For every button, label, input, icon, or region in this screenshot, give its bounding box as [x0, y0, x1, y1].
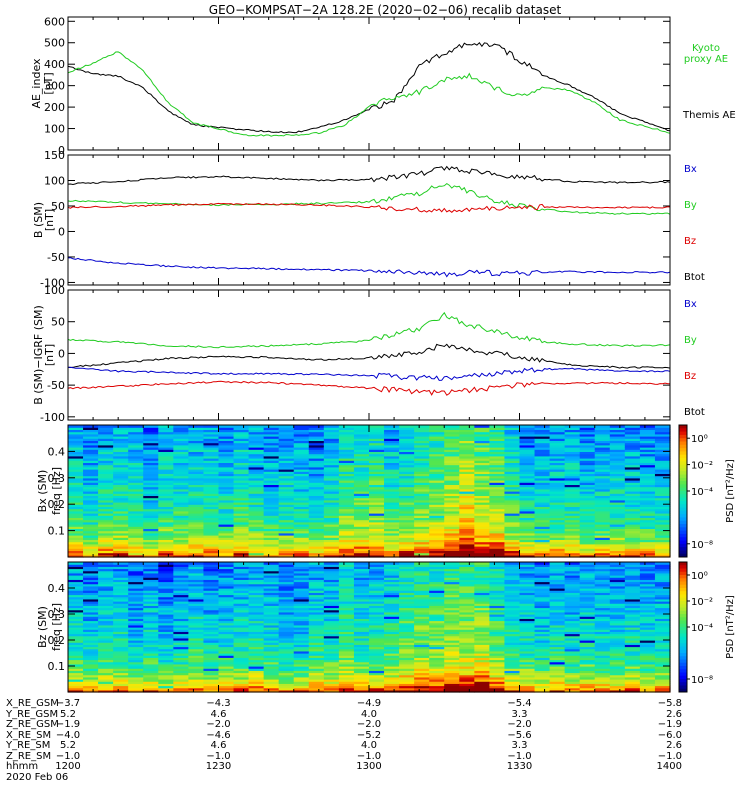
colorbar-cell: [679, 508, 687, 512]
y-tick-label: 500: [44, 37, 65, 50]
colorbar-cell: [679, 494, 687, 498]
legend-label: Bz: [684, 371, 696, 382]
colorbar-cell: [679, 534, 687, 538]
colorbar-cell: [679, 514, 687, 518]
colorbar-cell: [679, 435, 687, 439]
colorbar-cell: [679, 425, 687, 429]
colorbar-cell: [679, 461, 687, 465]
colorbar-cell: [679, 504, 687, 508]
y-tick-label: 50: [51, 316, 65, 329]
y-tick-label: 0: [58, 347, 65, 360]
y-tick-label: 0: [58, 225, 65, 238]
y-tick-label: -100: [40, 411, 65, 424]
colorbar-cell: [679, 438, 687, 442]
colorbar-cell: [679, 524, 687, 528]
colorbar-cell: [679, 432, 687, 436]
y-tick-label: 100: [44, 123, 65, 136]
colorbar-cell: [679, 547, 687, 551]
colorbar-cell: [679, 544, 687, 548]
colorbar-label: PSD [nT²/Hz]: [725, 459, 736, 523]
spectrogram-cells: [68, 562, 671, 693]
colorbar-cell: [679, 481, 687, 485]
colorbar-cell: [679, 527, 687, 531]
y-tick-label: 0.4: [48, 445, 66, 458]
y-tick-label: 600: [44, 15, 65, 28]
legend-label: By: [684, 200, 697, 211]
colorbar-cell: [679, 465, 687, 469]
colorbar-cell: [679, 501, 687, 505]
y-axis-label: [nT]: [42, 72, 55, 94]
legend-label: By: [684, 335, 697, 346]
colorbar-cell: [679, 445, 687, 449]
y-tick-label: -50: [47, 379, 65, 392]
colorbar-cell: [679, 498, 687, 502]
colorbar-cell: [679, 451, 687, 455]
y-axis-label: [nT]: [43, 209, 56, 231]
colorbar-cell: [679, 537, 687, 541]
colorbar-cell: [679, 471, 687, 475]
y-tick-label: 150: [44, 149, 65, 162]
legend-label: Bz: [684, 236, 696, 247]
legend-label: Bx: [684, 299, 697, 310]
y-axis-label: freq [Hz]: [50, 467, 63, 515]
colorbar-cell: [679, 491, 687, 495]
legend-label: Bx: [684, 164, 697, 175]
y-tick-label: 0.1: [48, 525, 66, 538]
colorbar-tick-label: 10⁰: [691, 434, 708, 445]
colorbar-cell: [679, 458, 687, 462]
colorbar-cell: [679, 531, 687, 535]
colorbar-cell: [679, 550, 687, 554]
legend-label: Btot: [684, 272, 705, 283]
y-tick-label: 200: [44, 101, 65, 114]
colorbar-cell: [679, 448, 687, 452]
y-axis-label: [nT]: [43, 344, 56, 366]
colorbar-cell: [679, 517, 687, 521]
colorbar-cell: [679, 455, 687, 459]
colorbar-cell: [679, 478, 687, 482]
legend-label: Btot: [684, 407, 705, 418]
colorbar-cell: [679, 468, 687, 472]
y-tick-label: 100: [44, 174, 65, 187]
colorbar-tick-label: 10⁻⁸: [691, 540, 713, 551]
colorbar-tick-label: 10⁻⁴: [691, 487, 713, 498]
colorbar-cell: [679, 488, 687, 492]
colorbar-cell: [679, 541, 687, 545]
plot-area: [68, 17, 670, 150]
y-axis-label: Bx (SM): [36, 470, 49, 513]
colorbar-cell: [679, 428, 687, 432]
colorbar-cell: [679, 521, 687, 525]
legend-label: proxy AE: [684, 54, 728, 65]
legend-label: Kyoto: [692, 43, 720, 54]
colorbar-tick-label: 10⁻²: [691, 461, 713, 472]
colorbar-cell: [679, 475, 687, 479]
spectrogram-cells: [68, 425, 671, 558]
y-tick-label: -50: [47, 251, 65, 264]
colorbar-cell: [679, 511, 687, 515]
legend-label: Themis AE: [682, 110, 736, 121]
y-tick-label: 400: [44, 58, 65, 71]
colorbar-cell: [679, 442, 687, 446]
figure-title: GEO−KOMPSAT−2A 128.2E (2020−02−06) recal…: [209, 3, 562, 17]
colorbar-cell: [679, 484, 687, 488]
plot-area: [68, 290, 670, 420]
y-tick-label: 100: [44, 284, 65, 297]
